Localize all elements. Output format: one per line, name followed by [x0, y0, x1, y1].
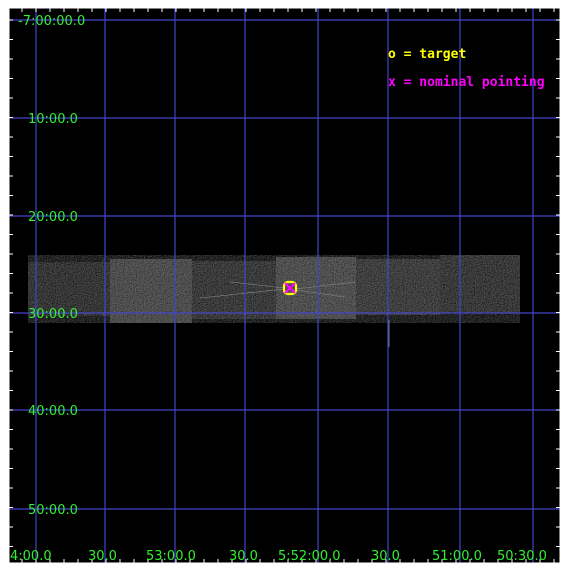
x-tick-label: 4:00.0 — [10, 549, 52, 564]
y-tick-label: 10:00.0 — [28, 112, 78, 127]
x-tick-label: 30.0 — [88, 549, 117, 564]
x-tick-label: 30.0 — [371, 549, 400, 564]
y-tick-label: 40:00.0 — [28, 404, 78, 419]
x-tick-label: 50:30.0 — [497, 549, 547, 564]
exposure-noise — [28, 255, 520, 323]
source-streaks — [199, 281, 356, 299]
x-tick-label: 30.0 — [229, 549, 258, 564]
y-tick-label: 20:00.0 — [28, 210, 78, 225]
x-tick-label: 51:00.0 — [432, 549, 482, 564]
target-marker-group — [282, 280, 298, 296]
legend-pointing-entry: x = nominal pointing — [388, 75, 545, 90]
x-tick-label: 5:52:00.0 — [278, 549, 341, 564]
y-axis-labels: -7:00:00.0 10:00.0 20:00.0 30:00.0 40:00… — [18, 14, 85, 518]
y-tick-label: 50:00.0 — [28, 503, 78, 518]
plot-frame — [8, 7, 561, 564]
x-axis-labels: 4:00.0 30.0 53:00.0 30.0 5:52:00.0 30.0 … — [10, 549, 547, 564]
coordinate-grid — [9, 8, 560, 563]
y-tick-label: 30:00.0 — [28, 307, 78, 322]
y-tick-label: -7:00:00.0 — [18, 14, 85, 29]
legend: o = target x = nominal pointing — [388, 47, 545, 90]
x-tick-label: 53:00.0 — [146, 549, 196, 564]
nominal-pointing-marker — [284, 282, 296, 294]
target-marker — [282, 280, 298, 296]
legend-target-entry: o = target — [388, 47, 466, 62]
